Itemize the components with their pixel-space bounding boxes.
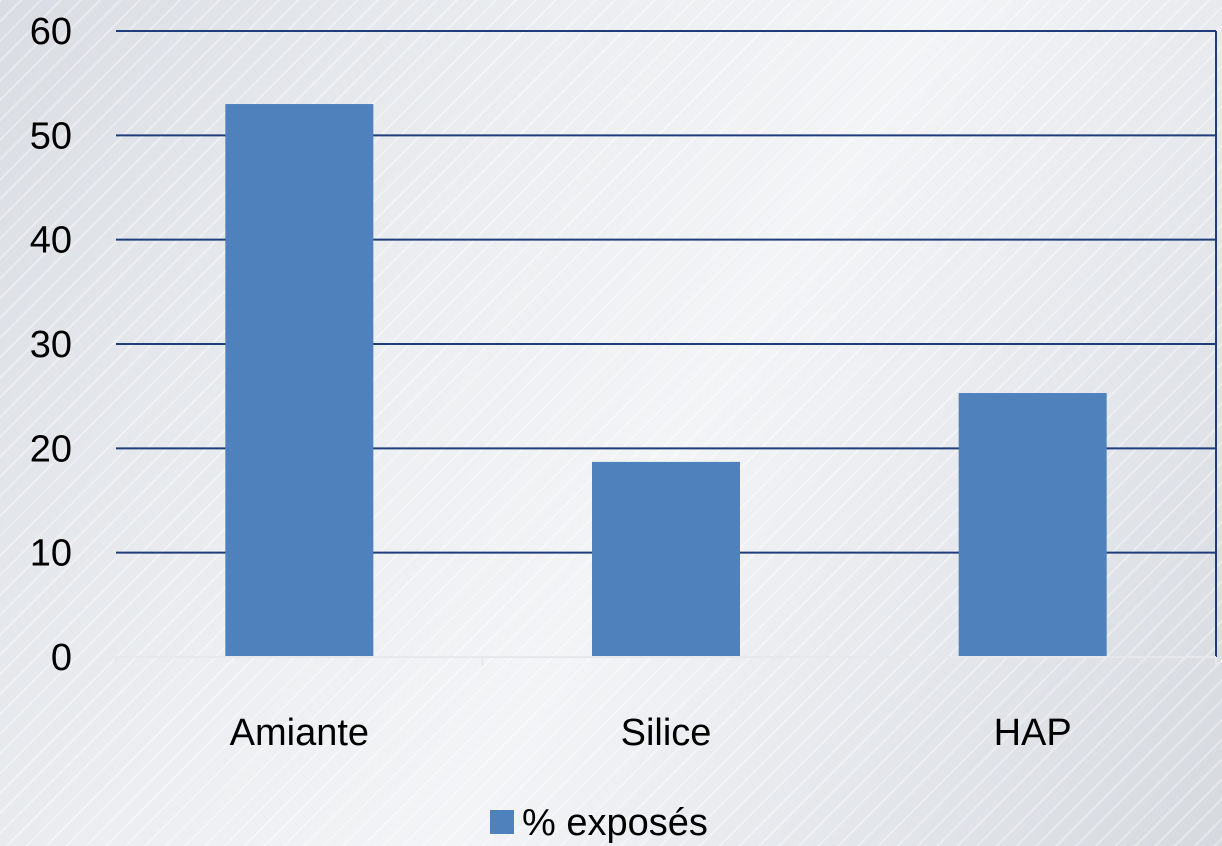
bar-silice xyxy=(592,461,740,657)
legend: % exposés xyxy=(490,802,708,844)
legend-label: % exposés xyxy=(522,802,708,844)
y-tick-label: 50 xyxy=(30,115,72,157)
legend-swatch xyxy=(490,810,514,834)
y-tick-label: 20 xyxy=(30,428,72,470)
bars xyxy=(225,104,1107,658)
x-category-label: Amiante xyxy=(230,712,369,754)
y-tick-label: 10 xyxy=(30,533,72,575)
y-axis-tick-labels: 0 10 20 30 40 50 60 xyxy=(30,11,72,679)
y-tick-label: 40 xyxy=(30,220,72,262)
y-tick-label: 60 xyxy=(30,11,72,53)
x-axis xyxy=(115,656,1217,665)
x-category-label: Silice xyxy=(621,712,712,754)
x-axis-category-labels: Amiante Silice HAP xyxy=(230,712,1072,754)
bar-hap xyxy=(958,393,1107,657)
x-category-label: HAP xyxy=(994,712,1072,754)
y-tick-label: 30 xyxy=(30,324,72,366)
y-tick-label: 0 xyxy=(51,637,72,679)
bar-amiante xyxy=(225,104,374,658)
